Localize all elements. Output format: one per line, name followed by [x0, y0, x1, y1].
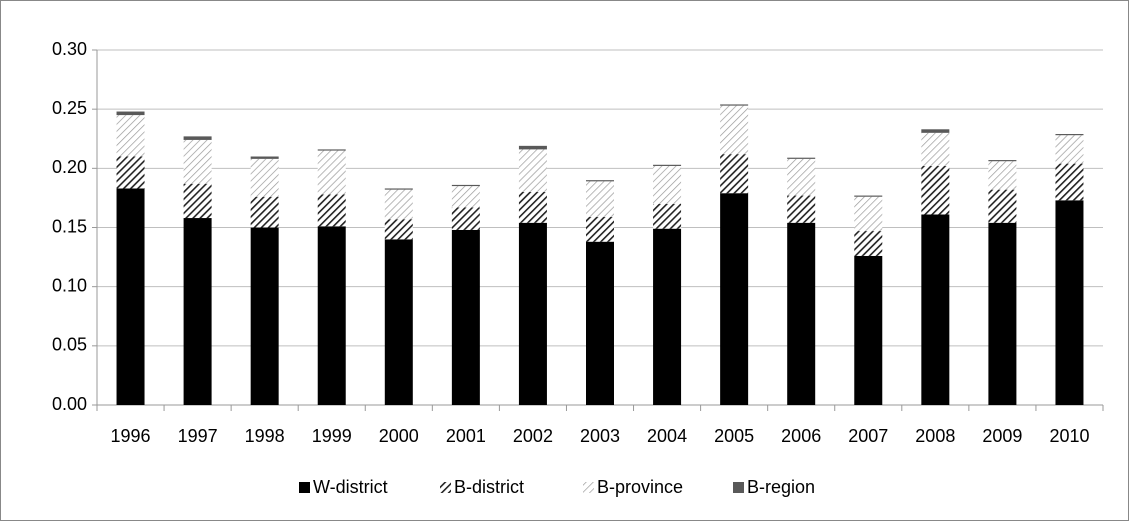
x-tick-label: 2003	[580, 426, 620, 446]
bar-segment	[518, 149, 547, 192]
bar-segment	[183, 139, 212, 184]
bar-segment	[384, 188, 413, 190]
bar-segment	[720, 193, 749, 405]
bar-segment	[317, 150, 346, 195]
bar-segment	[1055, 135, 1084, 164]
y-tick-label: 0.00	[52, 394, 87, 414]
bar-segment	[183, 136, 212, 140]
bar-segment	[384, 189, 413, 220]
bar-segment	[854, 196, 883, 232]
bar-segment	[451, 186, 480, 208]
y-tick-label: 0.20	[52, 157, 87, 177]
x-tick-label: 1996	[111, 426, 151, 446]
bar-segment	[317, 149, 346, 151]
legend-swatch	[733, 482, 744, 493]
x-tick-label: 2005	[714, 426, 754, 446]
bar-segment	[384, 219, 413, 240]
x-tick-label: 2000	[379, 426, 419, 446]
bar-segment	[921, 129, 950, 133]
legend-label: B-province	[597, 477, 683, 497]
y-tick-label: 0.15	[52, 216, 87, 236]
x-tick-label: 2010	[1049, 426, 1089, 446]
legend-label: B-region	[747, 477, 815, 497]
y-tick-label: 0.30	[52, 39, 87, 59]
bar-segment	[317, 226, 346, 405]
bar-segment	[384, 239, 413, 405]
bar-segment	[116, 156, 145, 189]
bar-segment	[1055, 163, 1084, 201]
bar-segment	[854, 195, 883, 197]
bar-segment	[586, 180, 614, 182]
bar-segment	[988, 161, 1017, 190]
bar-segment	[250, 196, 279, 228]
bar-segment	[183, 218, 212, 405]
bar-segment	[518, 192, 547, 223]
bar-segment	[116, 115, 145, 157]
bar-segment	[787, 157, 816, 159]
bar-segment	[988, 189, 1017, 223]
bar-segment	[787, 222, 816, 405]
bar-segment	[988, 222, 1017, 405]
bar-segment	[116, 111, 145, 116]
x-tick-label: 1997	[178, 426, 218, 446]
bar-segment	[250, 156, 279, 159]
x-tick-label: 2009	[982, 426, 1022, 446]
bar-segment	[653, 228, 682, 405]
bar-segment	[854, 255, 883, 405]
bar-segment	[451, 184, 480, 187]
bar-segment	[787, 195, 816, 223]
bar-segment	[451, 207, 480, 230]
legend-swatch	[440, 482, 451, 493]
bar-segment	[921, 214, 950, 405]
bar-segment	[653, 165, 682, 204]
bar-segment	[720, 154, 749, 194]
bar-segment	[720, 104, 749, 106]
y-tick-label: 0.25	[52, 98, 87, 118]
y-tick-label: 0.10	[52, 275, 87, 295]
legend-swatch	[583, 482, 594, 493]
bar-segment	[921, 165, 950, 215]
bar-segment	[116, 188, 145, 405]
bar-segment	[653, 203, 682, 229]
y-tick-label: 0.05	[52, 335, 87, 355]
bar-segment	[586, 216, 614, 242]
x-tick-label: 2002	[513, 426, 553, 446]
x-tick-label: 2007	[848, 426, 888, 446]
x-tick-label: 2008	[915, 426, 955, 446]
bar-segment	[250, 158, 279, 197]
bar-segment	[183, 183, 212, 219]
bar-segment	[1055, 200, 1084, 405]
bar-segment	[720, 105, 749, 155]
bar-segment	[250, 227, 279, 405]
bar-segment	[586, 241, 614, 405]
bar-segment	[653, 164, 682, 166]
bar-segment	[1055, 134, 1084, 136]
legend-label: W-district	[313, 477, 388, 497]
bar-segment	[854, 231, 883, 256]
x-tick-label: 1999	[312, 426, 352, 446]
legend-label: B-district	[454, 477, 524, 497]
x-tick-label: 1998	[245, 426, 285, 446]
bar-segment	[317, 194, 346, 227]
x-tick-label: 2004	[647, 426, 687, 446]
bar-segment	[787, 158, 816, 196]
bar-segment	[988, 160, 1017, 162]
x-tick-label: 2006	[781, 426, 821, 446]
bar-segment	[518, 145, 547, 150]
bar-segment	[518, 222, 547, 405]
bar-segment	[586, 181, 614, 217]
bar-segment	[921, 132, 950, 166]
x-tick-label: 2001	[446, 426, 486, 446]
bar-segment	[451, 229, 480, 405]
legend-swatch	[299, 482, 310, 493]
